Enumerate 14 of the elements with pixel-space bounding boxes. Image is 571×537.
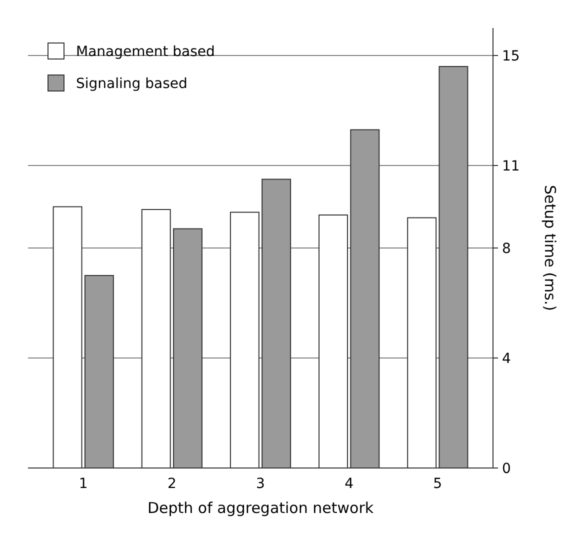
y-tick-label: 4: [502, 350, 511, 367]
y-tick-label: 0: [502, 460, 511, 477]
x-tick-label: 4: [344, 476, 354, 492]
legend-label: Signaling based: [76, 76, 188, 92]
x-tick-label: 3: [256, 476, 265, 492]
x-tick-label: 5: [433, 476, 442, 492]
y-axis-title: Setup time (ms.): [541, 185, 559, 311]
y-tick-label: 11: [502, 158, 520, 174]
x-axis-title: Depth of aggregation network: [147, 499, 374, 517]
x-tick-label: 2: [167, 476, 176, 492]
y-tick-label: 8: [502, 240, 511, 257]
y-tick-label: 15: [502, 48, 520, 64]
x-tick-label: 1: [78, 476, 88, 492]
legend-label: Management based: [76, 44, 215, 60]
